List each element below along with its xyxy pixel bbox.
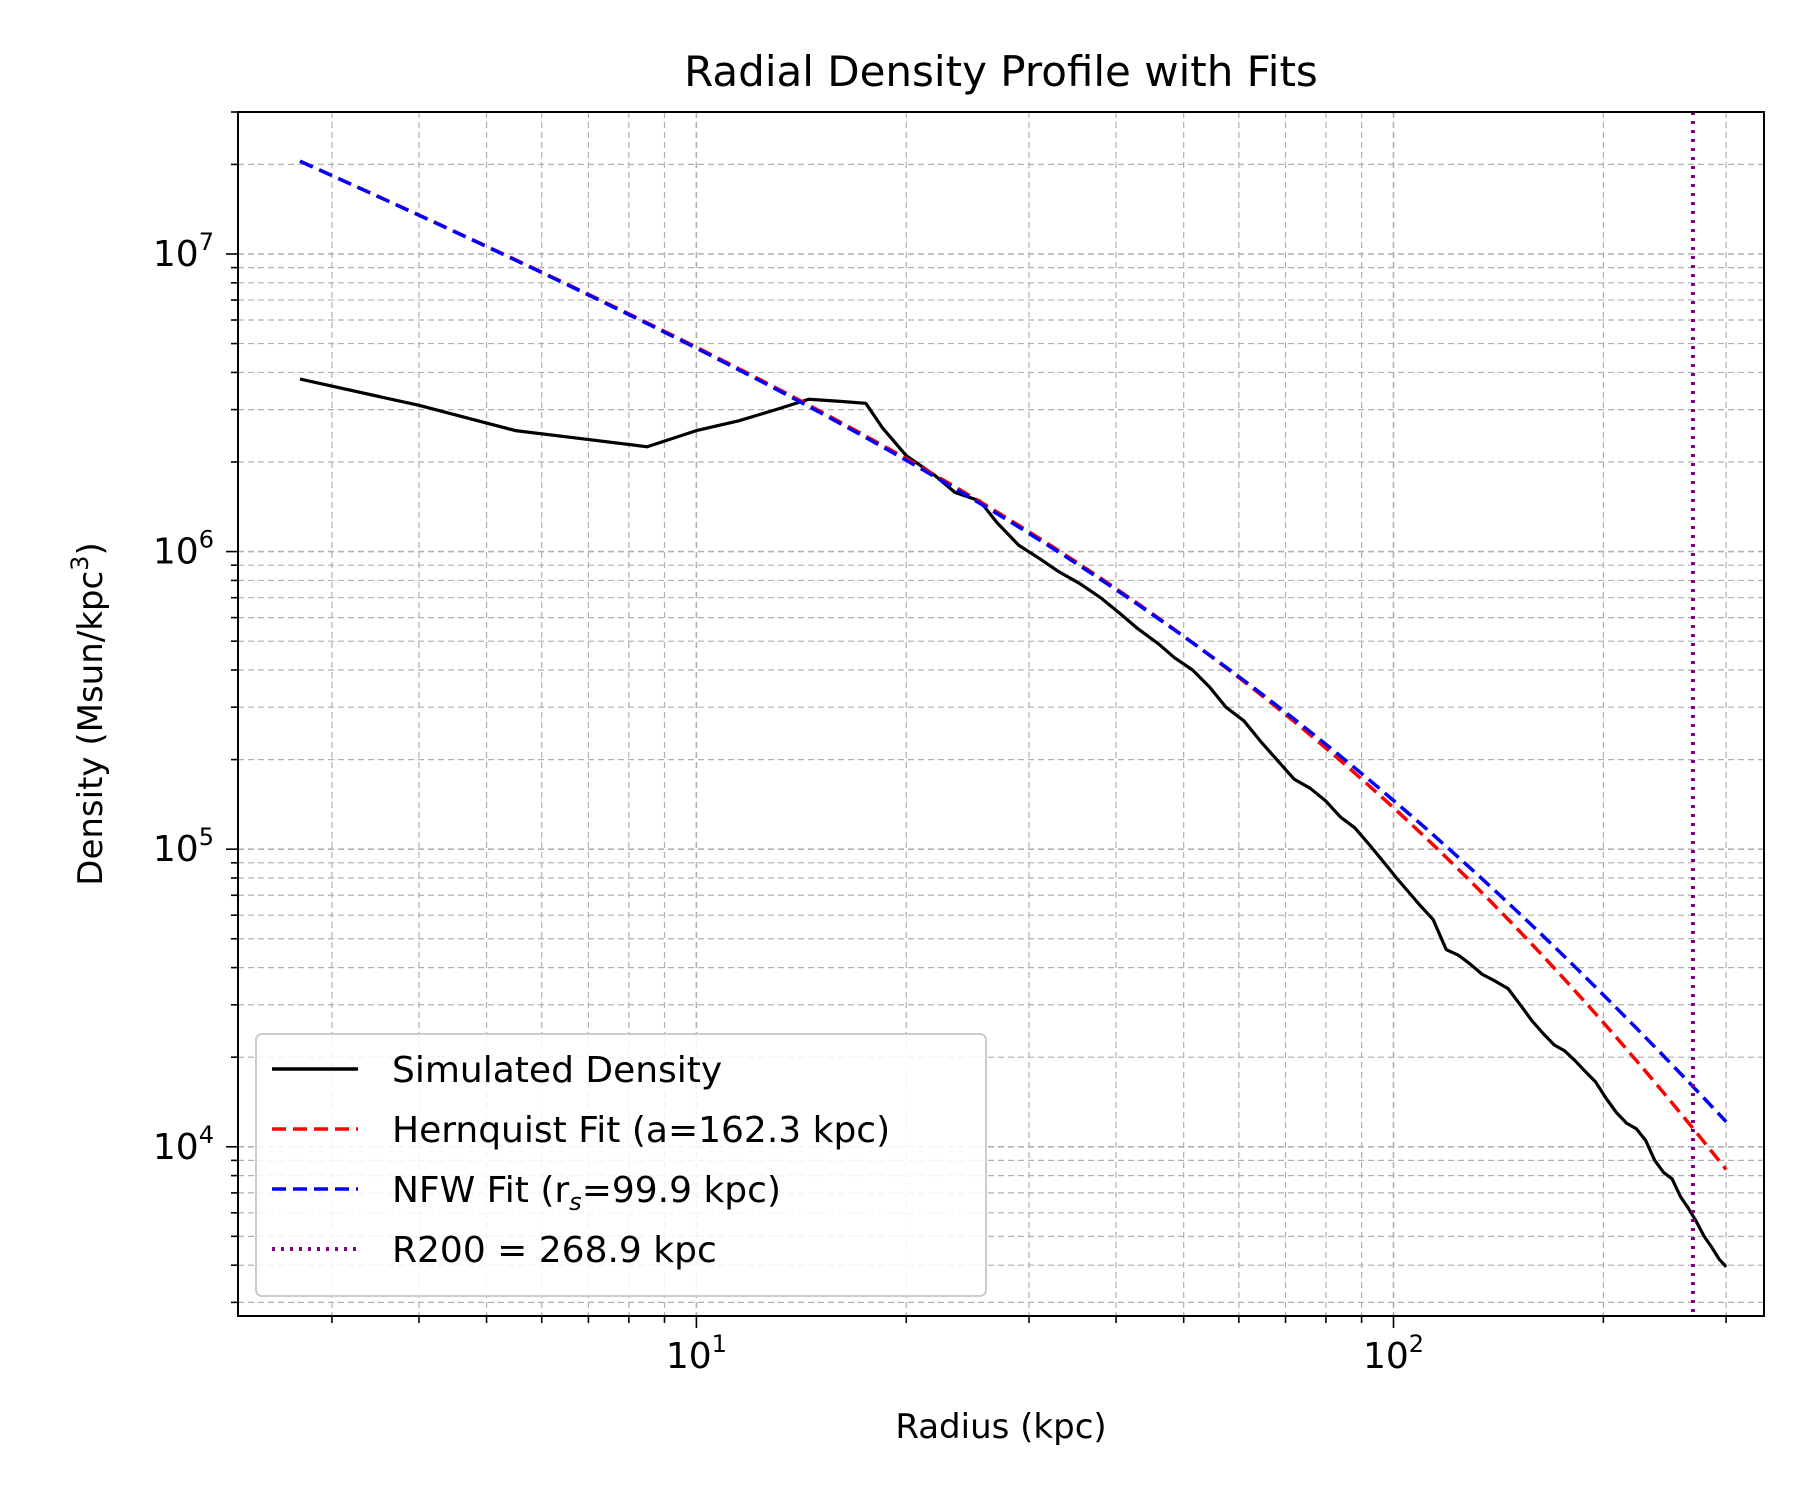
y-axis-label-main: Density (Msun/kpc <box>71 571 111 886</box>
x-tick-label: 101 <box>666 1330 727 1377</box>
y-tick-label: 105 <box>153 823 214 870</box>
tick-layer <box>226 111 1727 1328</box>
y-tick-label-base: 10 <box>153 532 199 573</box>
y-tick-label: 104 <box>153 1121 214 1168</box>
series-nfw-fit-line <box>299 159 1728 1123</box>
y-axis-label-sup: 3 <box>66 556 94 571</box>
legend-label-nfw: NFW Fit (rs=99.9 kpc) <box>392 1170 781 1216</box>
y-tick-label-base: 10 <box>153 1127 199 1168</box>
plot-frame <box>237 111 1765 1317</box>
series-layer <box>299 112 1728 1316</box>
y-axis-label-close: ) <box>71 542 111 555</box>
x-tick-label-base: 10 <box>1363 1336 1409 1377</box>
legend-label-nfw-prefix: NFW Fit (r <box>392 1170 569 1211</box>
x-tick-label: 102 <box>1363 1330 1424 1377</box>
legend-label-nfw-suffix: =99.9 kpc) <box>582 1170 781 1211</box>
y-tick-label: 106 <box>153 526 214 573</box>
series-simulated-density-line <box>299 377 1728 1268</box>
y-tick-label-exp: 7 <box>199 228 214 256</box>
y-tick-label-exp: 5 <box>199 823 214 851</box>
legend-box <box>255 1033 987 1297</box>
x-tick-label-exp: 2 <box>1409 1330 1424 1358</box>
y-tick-label-exp: 6 <box>199 526 214 554</box>
y-axis-label: Density (Msun/kpc3) <box>66 542 111 885</box>
y-tick-label-exp: 4 <box>199 1121 214 1149</box>
x-axis-label: Radius (kpc) <box>895 1407 1106 1447</box>
legend-label-hernquist: Hernquist Fit (a=162.3 kpc) <box>392 1110 890 1151</box>
x-tick-label-exp: 1 <box>712 1330 727 1358</box>
y-tick-label: 107 <box>153 228 214 275</box>
x-tick-label-base: 10 <box>666 1336 712 1377</box>
legend-label-r200: R200 = 268.9 kpc <box>392 1230 717 1271</box>
chart-title: Radial Density Profile with Fits <box>684 47 1318 96</box>
legend-label-nfw-sub: s <box>569 1188 582 1216</box>
y-tick-label-base: 10 <box>153 234 199 275</box>
legend-label-simulated: Simulated Density <box>392 1050 722 1091</box>
grid-layer <box>238 111 1764 1316</box>
legend: Simulated Density Hernquist Fit (a=162.3… <box>255 1033 987 1297</box>
y-tick-label-base: 10 <box>153 829 199 870</box>
